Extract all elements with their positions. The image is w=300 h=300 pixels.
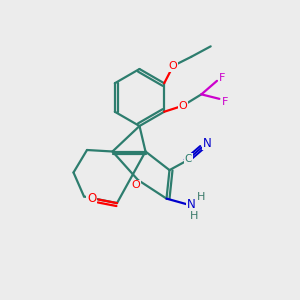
Text: H: H — [196, 192, 205, 202]
Text: O: O — [169, 61, 178, 71]
Text: O: O — [178, 101, 187, 111]
Text: O: O — [131, 180, 140, 190]
Text: O: O — [87, 191, 96, 205]
Text: F: F — [222, 97, 228, 107]
Text: C: C — [185, 154, 192, 164]
Text: N: N — [202, 136, 211, 150]
Text: N: N — [187, 197, 196, 211]
Text: H: H — [190, 211, 198, 221]
Text: F: F — [219, 74, 226, 83]
